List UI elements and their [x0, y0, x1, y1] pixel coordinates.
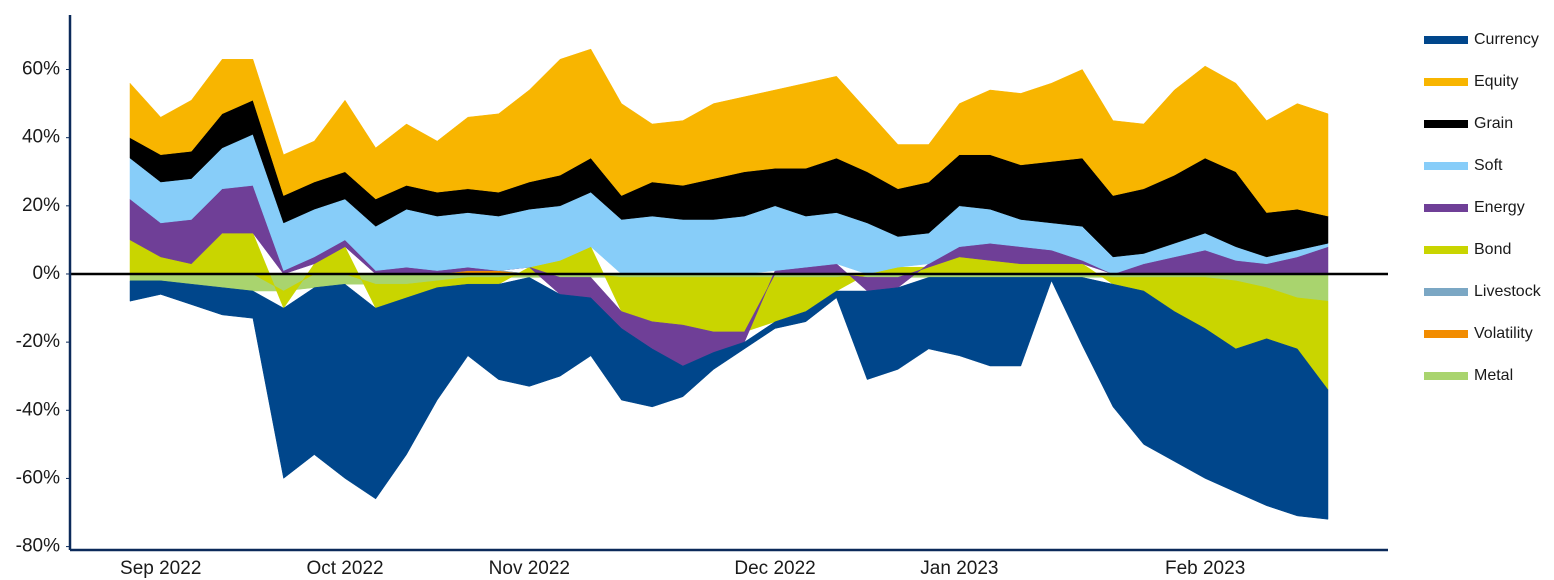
y-tick-label: 60%: [22, 59, 60, 80]
legend-swatch: [1424, 246, 1468, 254]
legend-swatch: [1424, 204, 1468, 212]
legend-swatch: [1424, 372, 1468, 380]
x-tick-label: Sep 2022: [120, 558, 201, 579]
legend-swatch: [1424, 288, 1468, 296]
x-tick-label: Feb 2023: [1165, 558, 1245, 579]
legend-label: Bond: [1474, 241, 1511, 258]
x-tick-label: Dec 2022: [734, 558, 815, 579]
legend-swatch: [1424, 36, 1468, 44]
legend-label: Grain: [1474, 115, 1513, 132]
area: [129, 277, 1329, 520]
legend-label: Equity: [1474, 73, 1518, 90]
legend-label: Soft: [1474, 157, 1503, 174]
legend-swatch: [1424, 78, 1468, 86]
y-tick-label: -60%: [16, 467, 60, 488]
y-tick-label: -40%: [16, 399, 60, 420]
legend-swatch: [1424, 120, 1468, 128]
plot-area: [129, 48, 1329, 520]
legend-label: Livestock: [1474, 283, 1542, 300]
legend-swatch: [1424, 330, 1468, 338]
x-tick-label: Oct 2022: [306, 558, 383, 579]
y-tick-label: -80%: [16, 536, 60, 557]
legend-label: Energy: [1474, 199, 1525, 216]
y-tick-label: -20%: [16, 331, 60, 352]
legend-swatch: [1424, 162, 1468, 170]
x-tick-label: Jan 2023: [920, 558, 998, 579]
area: [129, 48, 1329, 217]
y-tick-label: 20%: [22, 195, 60, 216]
y-tick-label: 0%: [33, 263, 61, 284]
legend-label: Volatility: [1474, 325, 1533, 342]
legend-label: Metal: [1474, 367, 1513, 384]
x-tick-label: Nov 2022: [489, 558, 570, 579]
y-tick-label: 40%: [22, 127, 60, 148]
legend-label: Currency: [1474, 31, 1539, 48]
